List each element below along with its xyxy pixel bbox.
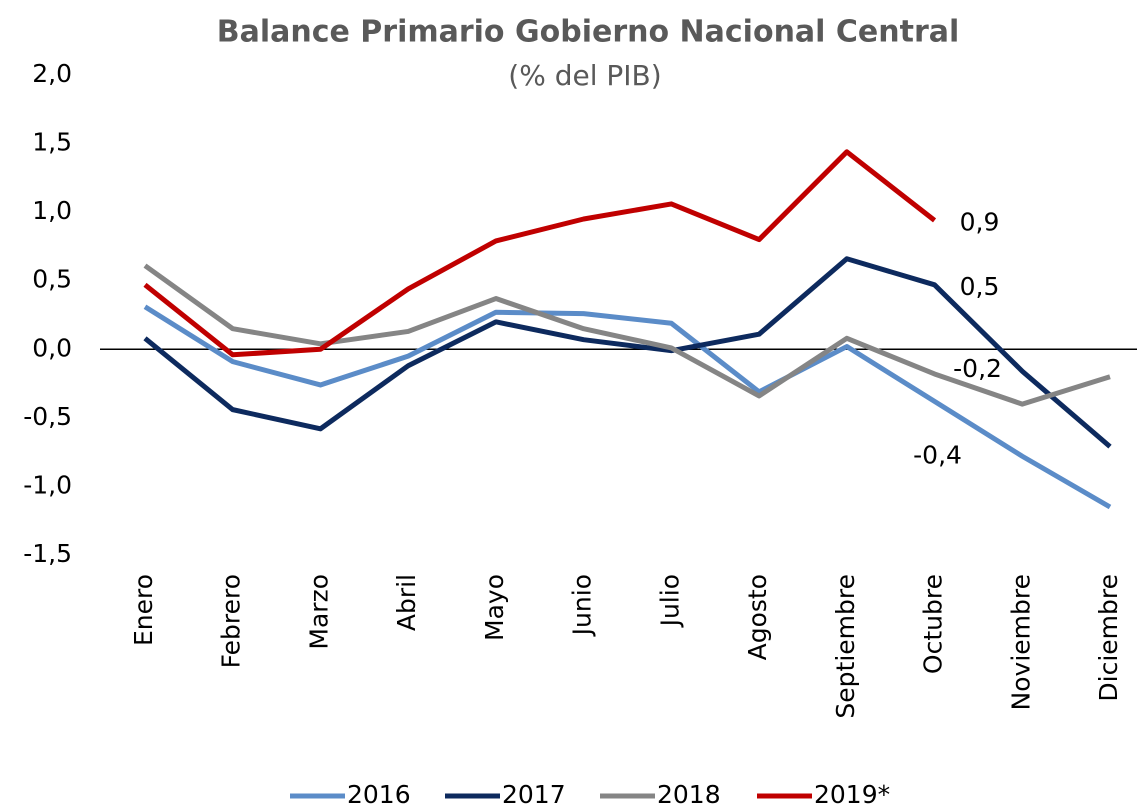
x-tick-label: Junio bbox=[568, 574, 597, 637]
y-tick-label: 1,0 bbox=[32, 196, 72, 225]
x-tick-label: Marzo bbox=[304, 574, 333, 650]
y-tick-label: 0,5 bbox=[32, 265, 72, 294]
chart-title: Balance Primario Gobierno Nacional Centr… bbox=[217, 15, 960, 50]
legend-label: 2016 bbox=[347, 780, 411, 809]
x-tick-label: Octubre bbox=[919, 574, 948, 674]
x-tick-label: Abril bbox=[392, 574, 421, 631]
y-tick-label: -0,5 bbox=[23, 402, 72, 431]
y-tick-label: -1,0 bbox=[23, 470, 72, 499]
value-label: 0,5 bbox=[960, 272, 1000, 301]
x-tick-label: Noviembre bbox=[1006, 574, 1035, 710]
series-line bbox=[143, 256, 1112, 449]
series-line bbox=[143, 263, 1111, 407]
x-tick-label: Septiembre bbox=[831, 574, 860, 719]
value-label: 0,9 bbox=[960, 207, 1000, 236]
y-tick-label: -1,5 bbox=[23, 539, 72, 568]
x-tick-label: Agosto bbox=[743, 574, 772, 660]
legend-label: 2019* bbox=[814, 780, 890, 809]
series-line bbox=[143, 304, 1112, 510]
y-tick-label: 2,0 bbox=[32, 59, 72, 88]
x-tick-label: Febrero bbox=[217, 574, 246, 668]
series-line bbox=[143, 149, 937, 358]
x-tick-label: Mayo bbox=[480, 574, 509, 641]
x-tick-label: Julio bbox=[655, 574, 684, 628]
chart-subtitle: (% del PIB) bbox=[508, 59, 661, 92]
y-tick-label: 1,5 bbox=[32, 128, 72, 157]
x-tick-label: Diciembre bbox=[1094, 574, 1123, 702]
y-tick-label: 0,0 bbox=[32, 333, 72, 362]
legend-label: 2017 bbox=[502, 780, 566, 809]
value-label: -0,2 bbox=[953, 354, 1002, 383]
legend-label: 2018 bbox=[657, 780, 721, 809]
x-tick-label: Enero bbox=[129, 574, 158, 646]
value-label: -0,4 bbox=[913, 440, 962, 469]
